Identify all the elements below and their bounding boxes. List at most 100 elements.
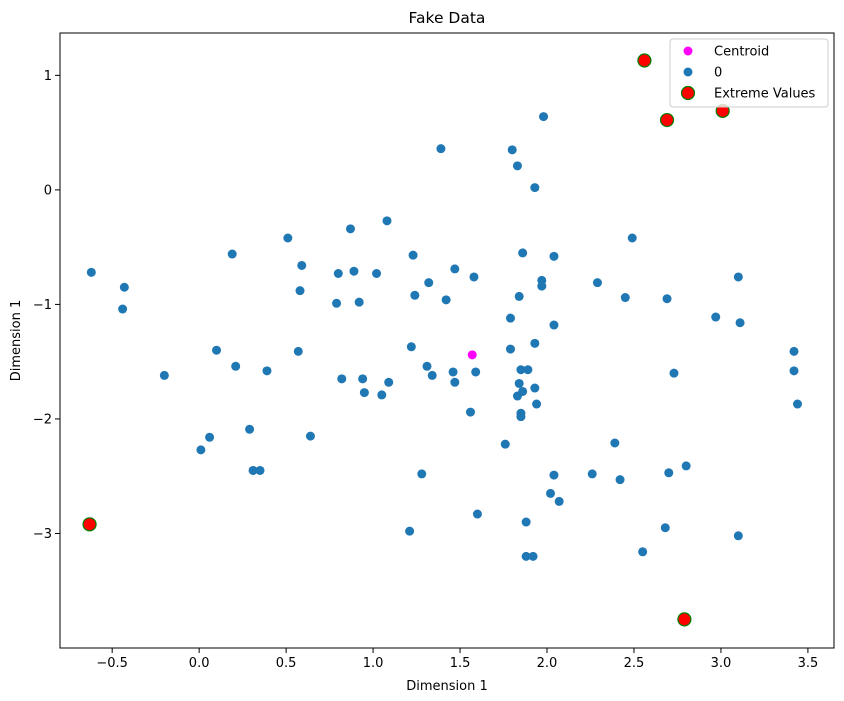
data-point xyxy=(733,531,743,541)
legend-frame xyxy=(669,38,829,108)
data-point xyxy=(500,439,510,449)
y-tick-label: 0 xyxy=(44,183,52,198)
data-point xyxy=(283,233,293,243)
extreme-value-point xyxy=(82,517,97,532)
data-point xyxy=(472,509,482,519)
data-point xyxy=(532,399,542,409)
data-point xyxy=(450,264,460,274)
data-point xyxy=(554,496,564,506)
data-point xyxy=(305,431,315,441)
extreme-value-point xyxy=(659,112,675,128)
legend-marker-extreme xyxy=(680,85,696,101)
data-point xyxy=(405,526,415,536)
x-tick-label: 0.5 xyxy=(276,656,297,671)
points-layer xyxy=(82,53,802,627)
data-point xyxy=(516,412,526,422)
data-point xyxy=(539,112,549,122)
data-point xyxy=(592,278,602,288)
legend-marker-centroid xyxy=(683,46,693,56)
data-point xyxy=(377,390,387,400)
data-point xyxy=(789,366,799,376)
data-point xyxy=(119,282,129,292)
data-point xyxy=(615,475,625,485)
data-point xyxy=(248,465,258,475)
data-point xyxy=(345,224,355,234)
centroid-point xyxy=(467,350,477,360)
data-point xyxy=(549,320,559,330)
data-point xyxy=(505,313,515,323)
data-point xyxy=(789,346,799,356)
data-point xyxy=(549,251,559,261)
data-point xyxy=(537,275,547,285)
plot-area xyxy=(59,32,835,649)
data-point xyxy=(332,298,342,308)
data-point xyxy=(408,250,418,260)
data-point xyxy=(293,346,303,356)
data-point xyxy=(196,445,206,455)
data-point xyxy=(514,378,524,388)
data-point xyxy=(507,145,517,155)
y-axis-title: Dimension 1 xyxy=(9,300,24,382)
data-point xyxy=(471,367,481,377)
data-point xyxy=(227,249,237,259)
data-point xyxy=(349,266,359,276)
data-point xyxy=(118,304,128,314)
x-tick-label: 3.0 xyxy=(711,656,732,671)
data-point xyxy=(711,312,721,322)
data-point xyxy=(450,377,460,387)
data-point xyxy=(627,233,637,243)
data-point xyxy=(735,318,745,328)
data-point xyxy=(620,293,630,303)
x-tick-label: 1.0 xyxy=(363,656,384,671)
data-point xyxy=(448,367,458,377)
data-point xyxy=(530,383,540,393)
data-point xyxy=(205,432,215,442)
legend-label-extreme: Extreme Values xyxy=(714,87,816,102)
data-point xyxy=(638,547,648,557)
data-point xyxy=(337,374,347,384)
data-point xyxy=(669,368,679,378)
chart-title: Fake Data xyxy=(409,9,486,27)
data-point xyxy=(231,361,241,371)
data-point xyxy=(530,338,540,348)
data-point xyxy=(333,269,343,279)
legend-label-points: 0 xyxy=(714,66,722,81)
y-axis: 1 0 −1 −2 −3 xyxy=(33,69,60,542)
data-point xyxy=(295,286,305,296)
x-axis: −0.5 0.0 0.5 1.0 1.5 2.0 2.5 3.0 3.5 xyxy=(96,648,818,671)
data-point xyxy=(424,278,434,288)
data-point xyxy=(297,260,307,270)
data-point xyxy=(733,272,743,282)
data-point xyxy=(664,468,674,478)
x-tick-label: 1.5 xyxy=(450,656,471,671)
data-point xyxy=(406,342,416,352)
data-point xyxy=(372,269,382,279)
data-point xyxy=(521,517,531,527)
data-point xyxy=(436,144,446,154)
data-point xyxy=(465,407,475,417)
y-tick-label: −1 xyxy=(33,298,52,313)
data-point xyxy=(518,386,528,396)
data-point xyxy=(523,365,533,375)
data-point xyxy=(410,290,420,300)
data-point xyxy=(359,388,369,398)
data-point xyxy=(262,366,272,376)
extreme-value-point xyxy=(677,612,692,627)
y-tick-label: 1 xyxy=(44,69,52,84)
data-point xyxy=(681,461,691,471)
data-point xyxy=(516,365,526,375)
data-point xyxy=(384,377,394,387)
x-axis-title: Dimension 1 xyxy=(406,679,488,694)
data-point xyxy=(610,438,620,448)
data-point xyxy=(422,361,432,371)
y-tick-label: −2 xyxy=(33,412,52,427)
extreme-value-point xyxy=(637,53,652,68)
data-point xyxy=(382,216,392,226)
data-point xyxy=(86,267,96,277)
x-tick-label: 2.0 xyxy=(537,656,558,671)
data-point xyxy=(518,248,528,258)
data-point xyxy=(469,272,479,282)
data-point xyxy=(358,374,368,384)
x-tick-label: 3.5 xyxy=(798,656,819,671)
data-point xyxy=(427,370,437,380)
